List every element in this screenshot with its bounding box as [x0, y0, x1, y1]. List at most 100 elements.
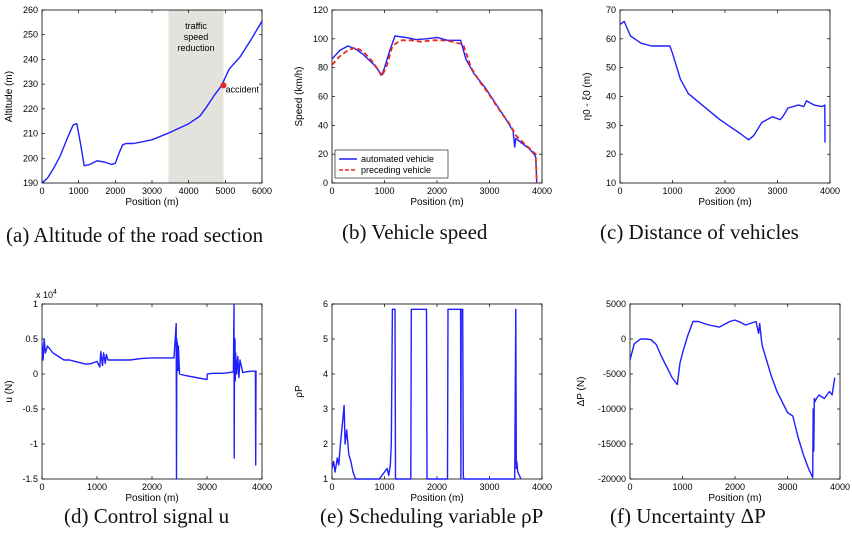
x-tick-label: 0 [329, 482, 334, 492]
x-tick-label: 1000 [662, 186, 682, 196]
x-tick-label: 2000 [105, 186, 125, 196]
y-tick-label: 0 [621, 334, 626, 344]
x-tick-label: 2000 [715, 186, 735, 196]
y-axis-label: Altitude (m) [4, 71, 15, 122]
y-tick-label: 1 [33, 299, 38, 309]
accident-label: accident [226, 84, 260, 94]
x-tick-label: 2000 [427, 482, 447, 492]
caption-a: (a) Altitude of the road section [6, 220, 278, 250]
caption-a-text: (a) Altitude of the road section [6, 223, 264, 247]
y-axis-label: ΔP (N) [576, 377, 587, 407]
x-axis-label: Position (m) [698, 197, 751, 208]
y-tick-label: 50 [606, 63, 616, 73]
y-tick-label: 250 [23, 30, 38, 40]
x-tick-label: 1000 [374, 186, 394, 196]
series-line-0 [620, 20, 826, 143]
caption-b: (b) Vehicle speed [342, 220, 487, 245]
plot-frame [41, 303, 263, 480]
series-line-0 [42, 303, 257, 480]
shaded-region-label: reduction [177, 43, 214, 53]
y-tick-label: -20000 [598, 474, 626, 484]
caption-c-text: (c) Distance of vehicles [600, 220, 799, 244]
y-tick-label: 20 [318, 149, 328, 159]
plot-frame [629, 303, 841, 480]
x-tick-label: 6000 [252, 186, 272, 196]
chart-panel-d: 0 1000 2000 3000 4000 -1.5 -1 -0.5 0 0.5 1 x 104 Pos… [0, 285, 280, 504]
y-tick-label: 30 [606, 120, 616, 130]
caption-e-text: (e) Scheduling variable ρP [320, 504, 544, 528]
x-tick-label: 4000 [252, 482, 272, 492]
shaded-region-label: traffic [185, 21, 207, 31]
y-tick-label: 1 [323, 474, 328, 484]
x-axis-label: Position (m) [410, 493, 463, 504]
y-tick-label: 260 [23, 5, 38, 15]
y-tick-label: -5000 [603, 369, 626, 379]
y-tick-label: -1 [30, 439, 38, 449]
x-tick-label: 0 [329, 186, 334, 196]
y-tick-label: 40 [318, 120, 328, 130]
y-tick-label: 2 [323, 439, 328, 449]
chart-panel-b: 0 1000 2000 3000 4000 0 20 40 60 80 100 120 Position… [286, 0, 566, 210]
plot-frame [331, 303, 543, 480]
y-tick-label: 0 [33, 369, 38, 379]
y-tick-label: -0.5 [22, 404, 38, 414]
y-tick-label: -10000 [598, 404, 626, 414]
x-tick-label: 1000 [87, 482, 107, 492]
y-tick-label: -15000 [598, 439, 626, 449]
chart-panel-e: 0 1000 2000 3000 4000 1 2 3 4 5 6 Position (m) ρP [286, 285, 566, 504]
x-tick-label: 5000 [215, 186, 235, 196]
y-tick-label: 10 [606, 178, 616, 188]
y-tick-label: 70 [606, 5, 616, 15]
x-tick-label: 4000 [179, 186, 199, 196]
x-axis-label: Position (m) [125, 197, 178, 208]
chart-c-svg: 0 1000 2000 3000 4000 10 20 30 40 50 60 70 Position … [582, 5, 840, 208]
y-tick-label: 20 [606, 149, 616, 159]
caption-c: (c) Distance of vehicles [600, 220, 799, 245]
y-tick-label: 60 [318, 92, 328, 102]
caption-b-text: (b) Vehicle speed [342, 220, 488, 244]
caption-e: (e) Scheduling variable ρP [320, 504, 543, 529]
y-tick-label: 240 [23, 54, 38, 64]
x-tick-label: 3000 [197, 482, 217, 492]
shaded-region-label: speed [184, 32, 209, 42]
plot-frame [41, 9, 263, 184]
chart-panel-a: traffic speed reduction 0 1000 2000 3000 4000 50… [0, 0, 280, 210]
y-tick-label: 0 [323, 178, 328, 188]
series-line-0 [332, 35, 538, 184]
caption-f-text: (f) Uncertainty ΔP [610, 504, 766, 528]
plot-frame [619, 9, 831, 184]
y-tick-label: 4 [323, 369, 328, 379]
y-tick-label: 3 [323, 404, 328, 414]
x-tick-label: 3000 [777, 482, 797, 492]
y-tick-label: 100 [313, 34, 328, 44]
legend-label: preceding vehicle [361, 165, 431, 175]
y-tick-label: -1.5 [22, 474, 38, 484]
x-tick-label: 4000 [532, 482, 552, 492]
accident-marker [220, 82, 227, 89]
x-axis-label: Position (m) [410, 197, 463, 208]
y-tick-label: 190 [23, 178, 38, 188]
y-axis-label: η0 - ξ0 (m) [582, 73, 593, 121]
chart-b-svg: 0 1000 2000 3000 4000 0 20 40 60 80 100 120 Position… [294, 5, 552, 208]
x-tick-label: 0 [39, 186, 44, 196]
series-line-0 [42, 20, 262, 184]
y-tick-label: 120 [313, 5, 328, 15]
caption-d-text: (d) Control signal u [64, 504, 230, 528]
y-tick-label: 210 [23, 129, 38, 139]
x-tick-label: 3000 [479, 186, 499, 196]
y-axis-label: Speed (km/h) [294, 66, 305, 126]
y-tick-label: 6 [323, 299, 328, 309]
y-tick-label: 5000 [606, 299, 626, 309]
chart-e-svg: 0 1000 2000 3000 4000 1 2 3 4 5 6 Position (m) ρP [294, 299, 552, 504]
x-tick-label: 2000 [142, 482, 162, 492]
x-axis-label: Position (m) [708, 493, 761, 504]
series-line-0 [332, 308, 522, 480]
x-tick-label: 1000 [69, 186, 89, 196]
y-tick-label: 0.5 [25, 334, 38, 344]
x-tick-label: 0 [617, 186, 622, 196]
x-tick-label: 2000 [725, 482, 745, 492]
caption-d: (d) Control signal u [64, 504, 229, 529]
chart-f-svg: 0 1000 2000 3000 4000 -20000 -15000 -10000 -5000… [576, 299, 850, 504]
y-tick-label: 60 [606, 34, 616, 44]
